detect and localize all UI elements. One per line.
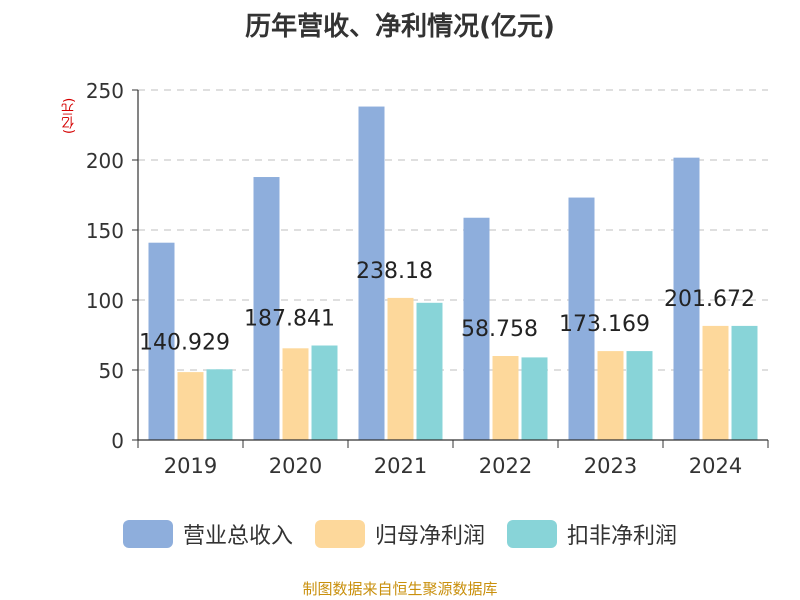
legend-swatch-revenue — [122, 520, 173, 548]
data-label: 201.672 — [664, 287, 755, 312]
y-tick-label: 200 — [86, 149, 124, 173]
data-labels: 140.929 187.841 238.18 58.758 173.169 201.672 — [139, 259, 755, 355]
legend-swatch-deducted-profit — [507, 520, 557, 548]
net-profit-bar[interactable] — [492, 356, 519, 440]
legend-label-revenue: 营业总收入 — [182, 524, 293, 549]
net-profit-bar[interactable] — [387, 297, 414, 440]
grid-lines — [138, 89, 768, 371]
source-footer: 制图数据来自恒生聚源数据库 — [302, 580, 498, 598]
data-label: 238.18 — [356, 259, 433, 284]
revenue-bar[interactable] — [463, 217, 490, 440]
revenue-bar[interactable] — [358, 106, 385, 440]
legend-label-deducted-profit: 扣非净利润 — [567, 524, 678, 549]
legend-label-net-profit: 归母净利润 — [374, 524, 485, 549]
data-label: 140.929 — [139, 330, 230, 355]
revenue-bar[interactable] — [253, 177, 280, 441]
y-tick-label: 0 — [111, 429, 124, 453]
x-tick-label: 2019 — [164, 454, 217, 478]
data-label: 187.841 — [244, 307, 335, 332]
x-tick-label: 2023 — [584, 454, 637, 478]
net-profit-bar[interactable] — [702, 325, 729, 440]
axes: 0 50 100 150 200 250 2019 2020 2021 2022 2023 2024 — [86, 79, 769, 478]
legend-item-net-profit[interactable]: 归母净利润 — [314, 518, 485, 550]
bars — [148, 106, 758, 441]
x-tick-label: 2020 — [269, 454, 322, 478]
deducted-profit-bar[interactable] — [731, 325, 758, 440]
x-tick-label: 2021 — [374, 454, 427, 478]
deducted-profit-bar[interactable] — [311, 345, 338, 441]
deducted-profit-bar[interactable] — [521, 357, 548, 440]
legend: 营业总收入 归母净利润 扣非净利润 — [0, 518, 800, 550]
net-profit-bar[interactable] — [282, 348, 309, 440]
data-label: 58.758 — [461, 317, 538, 342]
revenue-bar[interactable] — [148, 242, 175, 440]
deducted-profit-bar[interactable] — [206, 369, 233, 440]
x-tick-label: 2022 — [479, 454, 532, 478]
y-tick-label: 50 — [99, 359, 124, 383]
y-tick-label: 250 — [86, 79, 124, 103]
data-label: 173.169 — [559, 312, 650, 337]
deducted-profit-bar[interactable] — [416, 302, 443, 440]
y-tick-label: 100 — [86, 289, 124, 313]
net-profit-bar[interactable] — [597, 351, 624, 440]
x-tick-label: 2024 — [689, 454, 742, 478]
y-tick-label: 150 — [86, 219, 124, 243]
legend-item-deducted-profit[interactable]: 扣非净利润 — [507, 518, 677, 550]
deducted-profit-bar[interactable] — [626, 351, 653, 440]
revenue-bar[interactable] — [673, 157, 700, 441]
legend-item-revenue[interactable]: 营业总收入 — [122, 518, 293, 550]
legend-swatch-net-profit — [314, 520, 365, 548]
revenue-bar[interactable] — [568, 197, 595, 440]
chart-title: 历年营收、净利情况(亿元) — [245, 12, 555, 42]
net-profit-bar[interactable] — [177, 372, 204, 440]
